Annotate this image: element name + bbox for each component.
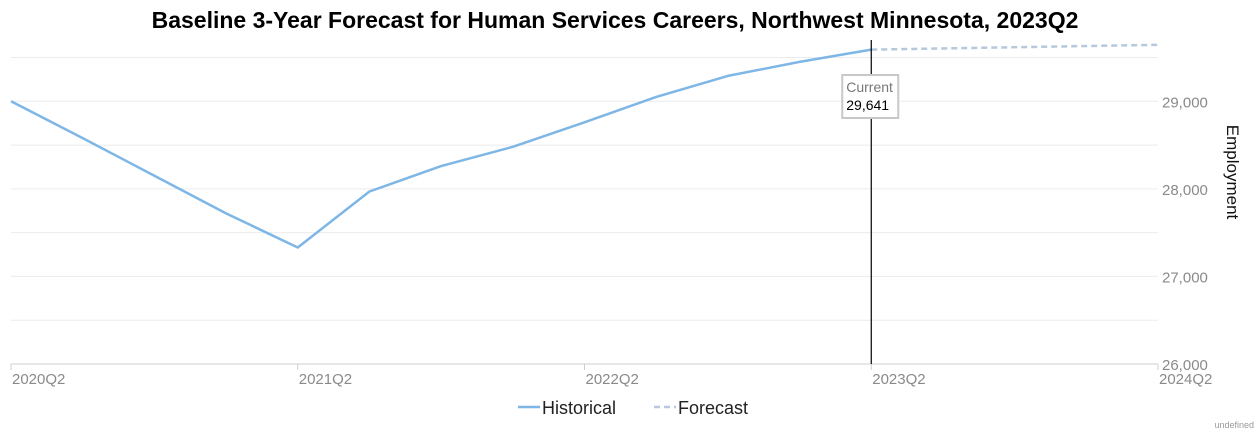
x-tick-label: 2022Q2 (586, 371, 639, 388)
y-tick-label: 27,000 (1162, 269, 1208, 286)
current-tooltip-label: Current (846, 79, 893, 95)
y-tick-label: 28,000 (1162, 182, 1208, 199)
legend-item-forecast[interactable]: Forecast (678, 398, 748, 418)
series-lines (10, 43, 1159, 249)
gridlines (11, 57, 1158, 321)
x-tick-label: 2024Q2 (1159, 371, 1212, 388)
x-tick-label: 2021Q2 (299, 371, 352, 388)
current-tooltip-value: 29,641 (846, 97, 889, 113)
y-tick-label: 29,000 (1162, 94, 1208, 111)
x-tick-label: 2023Q2 (872, 371, 925, 388)
series-line-historical (10, 48, 872, 249)
series-line-forecast (871, 43, 1159, 51)
current-marker: Current 29,641 (841, 40, 900, 364)
chart-title: Baseline 3-Year Forecast for Human Servi… (152, 7, 1079, 33)
legend-item-historical[interactable]: Historical (542, 398, 616, 418)
x-tick-label: 2020Q2 (12, 371, 65, 388)
current-tooltip-box (841, 74, 900, 119)
footer-text: undefined (1214, 420, 1254, 430)
y-tick-label: 26,000 (1162, 357, 1208, 374)
legend[interactable]: Historical Forecast (518, 398, 748, 418)
y-axis-label: Employment (1223, 125, 1242, 220)
